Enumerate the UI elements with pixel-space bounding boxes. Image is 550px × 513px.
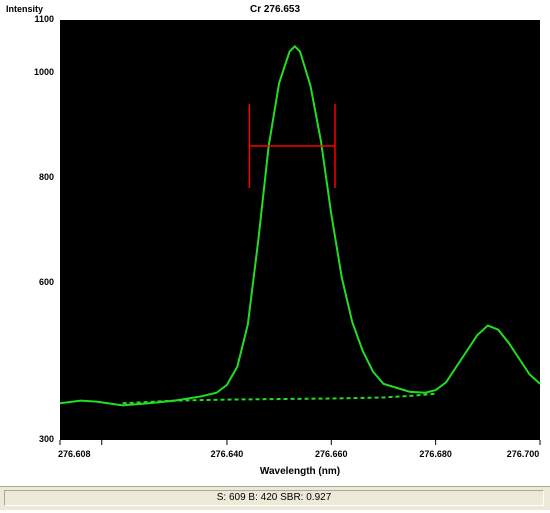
status-text: S: 609 B: 420 SBR: 0.927 xyxy=(4,490,544,506)
y-axis-label: Intensity xyxy=(6,4,44,14)
spectrum-series-line xyxy=(59,44,541,407)
y-tick-label: 600 xyxy=(38,276,54,287)
x-tick-label: 276.680 xyxy=(419,449,452,459)
x-axis-label: Wavelength (nm) xyxy=(259,466,341,477)
y-tick-label: 1000 xyxy=(33,66,54,77)
chart-title: Cr 276.653 xyxy=(249,4,301,15)
y-tick-label: 800 xyxy=(38,171,54,182)
status-bar: S: 609 B: 420 SBR: 0.927 xyxy=(0,486,550,510)
x-tick-label: 276.660 xyxy=(315,449,348,459)
plot-area xyxy=(60,20,540,440)
baseline-series-line xyxy=(122,392,436,405)
x-tick-label: 276.640 xyxy=(210,449,244,459)
x-tick-label: 276.608 xyxy=(58,449,91,459)
y-tick-label: 300 xyxy=(38,434,54,444)
y-tick-label: 1100 xyxy=(34,14,54,24)
x-tick-label: 276.700 xyxy=(506,449,540,459)
